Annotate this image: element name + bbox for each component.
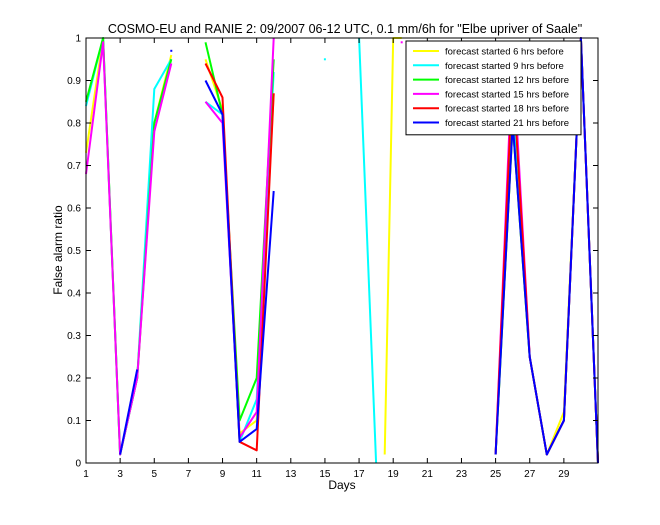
y-tick-label: 0.1 — [67, 416, 81, 427]
legend-label-5: forecast started 18 hrs before — [445, 104, 569, 115]
legend-label-2: forecast started 9 hrs before — [445, 61, 564, 72]
x-axis-label: Days — [328, 478, 355, 492]
y-tick-label: 0 — [75, 459, 81, 470]
x-tick-label: 13 — [285, 469, 297, 480]
chart-title: COSMO-EU and RANIE 2: 09/2007 06-12 UTC,… — [108, 22, 582, 36]
legend-label-4: forecast started 15 hrs before — [445, 89, 569, 100]
series-line-6-seg-1 — [119, 369, 139, 455]
legend-label-3: forecast started 12 hrs before — [445, 75, 569, 86]
x-tick-label: 29 — [558, 469, 570, 480]
y-tick-label: 0.3 — [67, 331, 81, 342]
x-tick-label: 17 — [354, 469, 366, 480]
x-tick-label: 5 — [151, 469, 157, 480]
y-tick-label: 0.7 — [67, 161, 81, 172]
y-tick-label: 0.5 — [67, 246, 81, 257]
x-tick-label: 3 — [117, 469, 123, 480]
y-tick-label: 0.4 — [67, 289, 81, 300]
x-tick-label: 1 — [83, 469, 89, 480]
axes-layer: 1 3 5 7 9 11 13 15 17 19 21 23 25 27 2900.10.20.30.40.… — [67, 34, 599, 480]
x-tick-label: 23 — [456, 469, 468, 480]
y-tick-label: 0.6 — [67, 204, 81, 215]
legend: forecast started 6 hrs before forecast st… — [405, 40, 582, 136]
y-axis-label: False alarm ratio — [51, 205, 65, 295]
y-tick-label: 0.8 — [67, 119, 81, 130]
y-tick-label: 0.9 — [67, 76, 81, 87]
series-line-6-seg-3 — [204, 80, 275, 443]
x-tick-label: 7 — [186, 469, 192, 480]
x-tick-label: 9 — [220, 469, 226, 480]
x-tick-label: 25 — [490, 469, 502, 480]
x-tick-label: 21 — [422, 469, 434, 480]
y-tick-label: 0.2 — [67, 374, 81, 385]
x-tick-label: 15 — [319, 469, 331, 480]
legend-box — [405, 40, 582, 136]
series-line-2-seg-4 — [358, 37, 378, 464]
y-tick-label: 1 — [75, 34, 81, 45]
x-tick-label: 19 — [388, 469, 400, 480]
x-tick-label: 11 — [251, 469, 262, 480]
legend-label-6: forecast started 21 hrs before — [445, 118, 569, 129]
legend-label-1: forecast started 6 hrs before — [445, 47, 564, 58]
x-tick-label: 27 — [524, 469, 536, 480]
